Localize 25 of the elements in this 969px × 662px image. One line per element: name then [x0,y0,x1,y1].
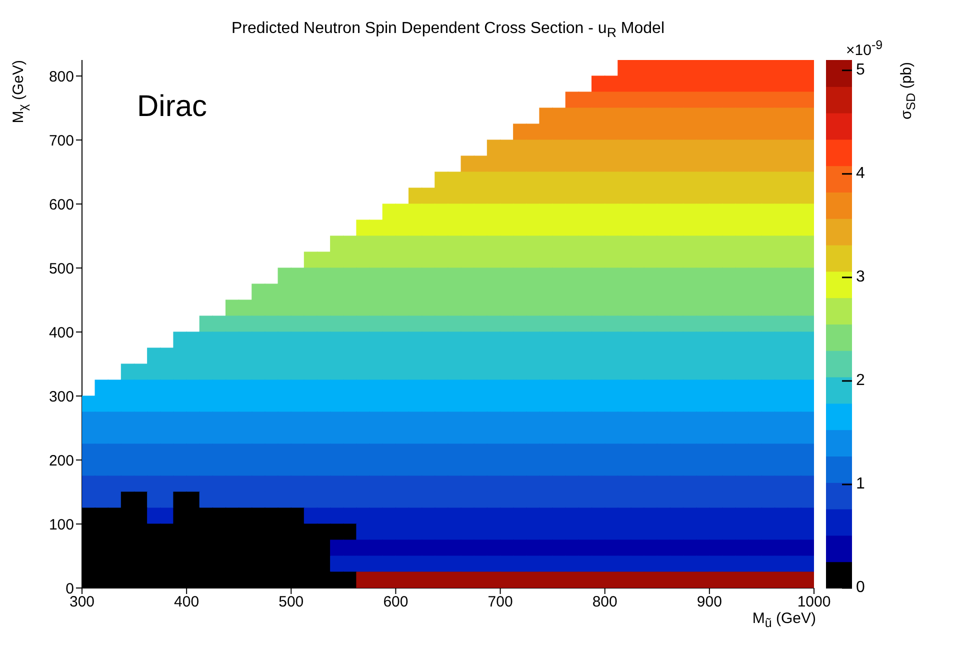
x-axis-title: M$_{ũ}$ (GeV) [752,610,816,630]
color-bar-label: 0 [856,579,865,596]
color-bar-label: 5 [856,62,865,79]
color-bar-label: 2 [856,372,865,390]
chart-title: Predicted Neutron Spin Dependent Cross Section - u$_{R}$ Model [230,20,666,40]
x-tick-label: 1000 [797,594,831,611]
x-tick-label: 900 [696,594,722,611]
color-bar-label: 1 [856,476,865,493]
y-tick-label: 200 [48,452,74,470]
y-tick-label: 500 [48,260,74,278]
y-tick-label: 100 [48,516,74,534]
color-bar-label: 3 [856,268,865,286]
x-tick-label: 600 [383,594,408,611]
y-tick-label: 700 [48,132,74,150]
y-tick-label: 300 [48,388,74,406]
y-tick-label: 600 [48,196,74,214]
color-bar-label: 4 [856,165,865,182]
text: ×10$^{-9}$ [846,38,883,59]
y-tick-label: 400 [48,324,74,342]
x-tick-label: 400 [174,594,200,611]
x-tick-label: 800 [592,594,618,611]
x-tick-label: 500 [278,594,304,611]
x-tick-label: 700 [488,594,513,611]
y-tick-label: 800 [48,68,74,86]
annotation: Dirac [137,90,208,124]
